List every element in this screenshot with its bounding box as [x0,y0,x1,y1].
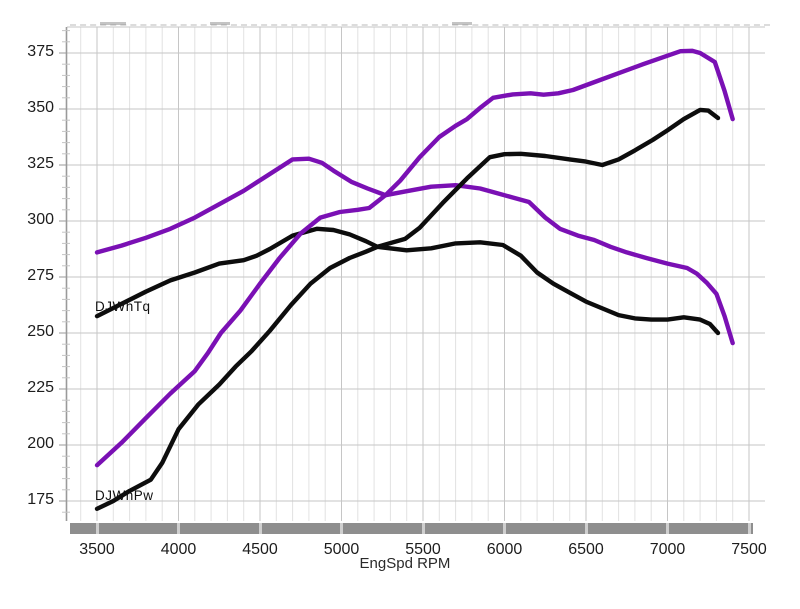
y-tick-label: 300 [27,211,54,228]
scrollbar-segment-gap [421,523,425,534]
x-axis-title: EngSpd RPM [359,555,451,572]
scrollbar-segment-gap [258,523,262,534]
y-tick-label: 275 [27,267,54,284]
scrollbar-segment-gap [584,523,588,534]
scrollbar-segment-gap [95,523,99,534]
y-tick-label: 250 [27,323,54,340]
x-tick-label: 3500 [79,541,115,558]
cropped-text-artifact [210,22,230,25]
scrollbar-segment-gap [177,523,180,534]
x-tick-label: 7500 [731,541,767,558]
purple-run-torque-curve [94,156,735,346]
scrollbar-segment-gap [340,523,343,534]
x-tick-label: 7000 [649,541,686,558]
y-tick-label: 175 [27,491,54,508]
x-tick-label: 4500 [242,541,278,558]
cropped-text-artifact [70,24,770,26]
torque-curve-label: DJWhTq [95,299,151,314]
x-tick-label: 6500 [568,541,604,558]
x-tick-label: 4000 [160,541,197,558]
cropped-text-artifact [100,22,126,25]
black-run-power-curve [94,107,721,511]
y-tick-label: 225 [27,379,54,396]
black-run-torque-curve [94,226,721,336]
scrollbar-segment-gap [747,523,751,534]
cropped-text-artifact [452,22,472,25]
y-tick-label: 200 [27,435,54,452]
x-tick-label: 5500 [405,541,441,558]
scrollbar-segment-gap [666,523,669,534]
y-tick-label: 350 [27,99,54,116]
y-tick-label: 375 [27,43,54,60]
x-tick-label: 5000 [323,541,360,558]
power-curve-label: DJWhPw [95,488,154,503]
purple-run-power-curve [94,48,735,468]
y-tick-label: 325 [27,155,54,172]
x-tick-label: 6000 [486,541,523,558]
rpm-axis-scrollbar[interactable] [70,523,753,534]
scrollbar-segment-gap [503,523,506,534]
